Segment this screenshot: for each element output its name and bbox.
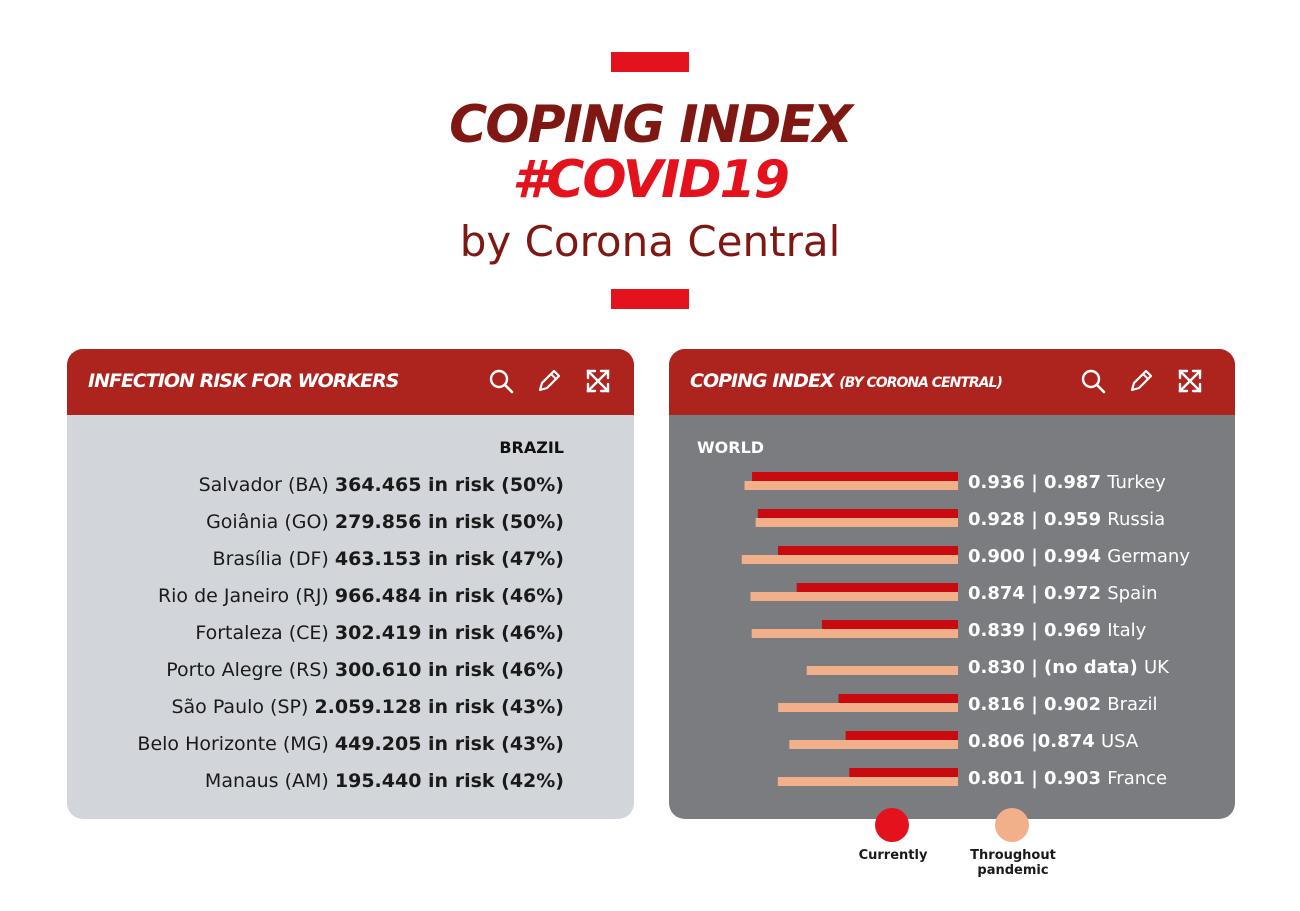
decorative-bar-bottom <box>611 289 689 309</box>
region-label-world: WORLD <box>697 438 765 457</box>
value-label: 0.801 | 0.903 <box>968 768 1107 789</box>
city-name: Porto Alegre (RS) <box>166 659 329 681</box>
city-risk-row: Fortaleza (CE) 302.419 in risk (46%) <box>67 620 564 646</box>
country-label: Italy <box>1107 620 1146 641</box>
legend-swatch-throughout-pandemic <box>995 808 1029 842</box>
decorative-bar-top <box>611 52 689 72</box>
legend-label-line: pandemic <box>977 863 1049 878</box>
city-name: São Paulo (SP) <box>171 696 309 718</box>
coping-index-panel: COPING INDEX (BY CORONA CENTRAL) WORLD 0… <box>669 349 1235 819</box>
data-label: 0.801 | 0.903 France <box>968 768 1167 789</box>
country-label: Brazil <box>1107 694 1157 715</box>
bar-throughout-pandemic <box>741 555 958 564</box>
bar-currently <box>778 546 958 555</box>
risk-stat: 279.856 in risk (50%) <box>334 511 564 533</box>
value-label: 0.874 | 0.972 <box>968 583 1107 604</box>
infographic-title: COPING INDEX <box>449 95 853 155</box>
risk-stat: 449.205 in risk (43%) <box>334 733 564 755</box>
country-label: Russia <box>1107 509 1165 530</box>
infographic-hashtag: #COVID19 <box>512 150 790 210</box>
country-label: France <box>1107 768 1167 789</box>
city-risk-row: Rio de Janeiro (RJ) 966.484 in risk (46%… <box>67 583 564 609</box>
bar-throughout-pandemic <box>750 592 958 601</box>
data-label: 0.816 | 0.902 Brazil <box>968 694 1157 715</box>
bar-throughout-pandemic <box>778 703 958 712</box>
bar-throughout-pandemic <box>751 629 958 638</box>
data-label: 0.806 |0.874 USA <box>968 731 1139 752</box>
city-name: Fortaleza (CE) <box>195 622 329 644</box>
bar-currently <box>757 509 958 518</box>
country-label: Germany <box>1107 546 1190 567</box>
panel-header: INFECTION RISK FOR WORKERS <box>67 349 634 415</box>
risk-stat: 966.484 in risk (46%) <box>334 585 564 607</box>
value-label: 0.928 | 0.959 <box>968 509 1107 530</box>
search-icon[interactable] <box>1079 367 1107 395</box>
expand-icon[interactable] <box>1176 367 1204 395</box>
data-label: 0.874 | 0.972 Spain <box>968 583 1158 604</box>
data-label: 0.928 | 0.959 Russia <box>968 509 1165 530</box>
city-name: Goiânia (GO) <box>206 511 329 533</box>
city-risk-row: Brasília (DF) 463.153 in risk (47%) <box>67 546 564 572</box>
bar-throughout-pandemic <box>777 777 958 786</box>
pencil-icon[interactable] <box>1127 367 1155 395</box>
data-label: 0.936 | 0.987 Turkey <box>968 472 1166 493</box>
bar-currently <box>849 768 958 777</box>
bar-currently <box>845 731 958 740</box>
panel-header: COPING INDEX (BY CORONA CENTRAL) <box>669 349 1235 415</box>
coping-index-chart: 0.936 | 0.987 Turkey 0.928 | 0.959 Russia… <box>741 472 1190 789</box>
bar-currently <box>821 620 958 629</box>
city-risk-row: Porto Alegre (RS) 300.610 in risk (46%) <box>67 657 564 683</box>
country-label: Turkey <box>1106 472 1166 493</box>
city-risk-row: Manaus (AM) 195.440 in risk (42%) <box>67 768 564 794</box>
bar-currently <box>752 472 958 481</box>
panel-title-main: COPING INDEX <box>690 370 835 392</box>
data-label: 0.830 | (no data) UK <box>968 657 1170 678</box>
risk-stat: 2.059.128 in risk (43%) <box>314 696 564 718</box>
risk-stat: 463.153 in risk (47%) <box>334 548 564 570</box>
city-risk-row: Belo Horizonte (MG) 449.205 in risk (43%… <box>67 731 564 757</box>
panel-title: COPING INDEX (BY CORONA CENTRAL) <box>690 370 1003 392</box>
region-label-brazil: BRAZIL <box>499 438 564 457</box>
bar-throughout-pandemic <box>744 481 958 490</box>
country-label: Spain <box>1107 583 1157 604</box>
risk-stat: 300.610 in risk (46%) <box>334 659 564 681</box>
bar-currently <box>838 694 958 703</box>
city-name: Manaus (AM) <box>204 770 329 792</box>
risk-stat: 195.440 in risk (42%) <box>334 770 564 792</box>
city-name: Belo Horizonte (MG) <box>137 733 329 755</box>
bar-throughout-pandemic <box>755 518 958 527</box>
bar-currently <box>796 583 958 592</box>
search-icon[interactable] <box>487 367 515 395</box>
pencil-icon[interactable] <box>535 367 563 395</box>
value-label: 0.900 | 0.994 <box>968 546 1107 567</box>
bar-throughout-pandemic <box>806 666 958 675</box>
risk-stat: 364.465 in risk (50%) <box>334 474 564 496</box>
expand-icon[interactable] <box>584 367 612 395</box>
panel-title: INFECTION RISK FOR WORKERS <box>88 370 399 392</box>
panel-title-sub: (BY CORONA CENTRAL) <box>839 375 1003 391</box>
value-label: 0.936 | 0.987 <box>968 472 1107 493</box>
value-label: 0.806 |0.874 <box>968 731 1101 752</box>
city-risk-row: Salvador (BA) 364.465 in risk (50%) <box>67 472 564 498</box>
city-risk-row: Goiânia (GO) 279.856 in risk (50%) <box>67 509 564 535</box>
city-risk-row: São Paulo (SP) 2.059.128 in risk (43%) <box>67 694 564 720</box>
infection-risk-panel: INFECTION RISK FOR WORKERS BRAZIL Salvad… <box>67 349 634 819</box>
value-label: 0.839 | 0.969 <box>968 620 1107 641</box>
legend-swatch-currently <box>875 808 909 842</box>
value-label: 0.830 | (no data) <box>968 657 1144 678</box>
legend-label-line: Throughout <box>970 848 1056 863</box>
city-name: Brasília (DF) <box>212 548 329 570</box>
data-label: 0.839 | 0.969 Italy <box>968 620 1147 641</box>
infographic-byline: by Corona Central <box>459 217 841 266</box>
city-name: Rio de Janeiro (RJ) <box>157 585 329 607</box>
country-label: USA <box>1101 731 1139 752</box>
city-name: Salvador (BA) <box>198 474 329 496</box>
legend-label-currently: Currently <box>858 848 928 863</box>
bar-throughout-pandemic <box>789 740 958 749</box>
value-label: 0.816 | 0.902 <box>968 694 1107 715</box>
data-label: 0.900 | 0.994 Germany <box>968 546 1190 567</box>
risk-stat: 302.419 in risk (46%) <box>334 622 564 644</box>
country-label: UK <box>1144 657 1170 678</box>
legend-label-throughout-pandemic: Throughout pandemic <box>955 848 1071 878</box>
